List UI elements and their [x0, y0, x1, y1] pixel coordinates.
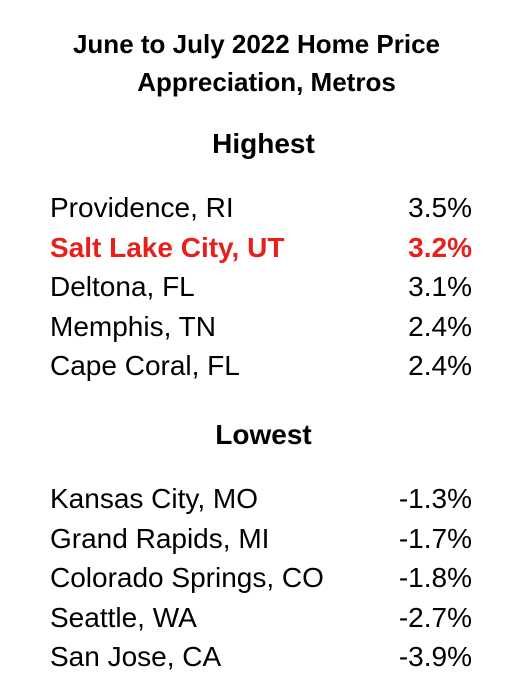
appreciation-value: -2.7% [398, 601, 472, 633]
metro-name: Salt Lake City, UT [50, 231, 285, 263]
table-row: Providence, RI 3.5% [50, 188, 472, 228]
appreciation-value: 2.4% [408, 350, 472, 381]
metro-name: Kansas City, MO [50, 483, 258, 514]
metro-name: Memphis, TN [50, 310, 216, 342]
metro-name: Seattle, WA [50, 601, 197, 633]
appreciation-value: 3.1% [408, 271, 472, 302]
table-row: Cape Coral, FL 2.4% [50, 346, 472, 386]
table-row: Deltona, FL 3.1% [50, 267, 472, 307]
chart-title-line-1: June to July 2022 Home Price [72, 29, 441, 59]
appreciation-value: 2.4% [408, 310, 472, 342]
lowest-rows: Kansas City, MO -1.3% Grand Rapids, MI -… [50, 479, 472, 677]
appreciation-value: -1.8% [398, 562, 472, 593]
metro-name: Grand Rapids, MI [50, 522, 270, 554]
appreciation-value: 3.5% [408, 192, 472, 223]
appreciation-value: 3.2% [408, 231, 472, 263]
appreciation-value: -3.9% [398, 641, 472, 672]
metro-name: Cape Coral, FL [50, 350, 240, 381]
appreciation-value: -1.7% [398, 522, 472, 554]
table-row: Salt Lake City, UT 3.2% [50, 228, 472, 268]
table-row: Seattle, WA -2.7% [50, 598, 472, 638]
metro-name: San Jose, CA [50, 641, 222, 672]
section-heading-lowest: Lowest [215, 419, 312, 450]
highest-rows: Providence, RI 3.5% Salt Lake City, UT 3… [50, 188, 472, 386]
section-heading-highest: Highest [212, 128, 315, 159]
chart-title-line-2: Appreciation, Metros [137, 67, 396, 97]
table-row: San Jose, CA -3.9% [50, 637, 472, 677]
metro-name: Colorado Springs, CO [50, 562, 324, 593]
table-row: Colorado Springs, CO -1.8% [50, 558, 472, 598]
metro-name: Providence, RI [50, 192, 234, 223]
table-row: Grand Rapids, MI -1.7% [50, 519, 472, 559]
table-row: Kansas City, MO -1.3% [50, 479, 472, 519]
table-row: Memphis, TN 2.4% [50, 307, 472, 347]
metro-name: Deltona, FL [50, 271, 195, 302]
appreciation-value: -1.3% [398, 483, 472, 514]
